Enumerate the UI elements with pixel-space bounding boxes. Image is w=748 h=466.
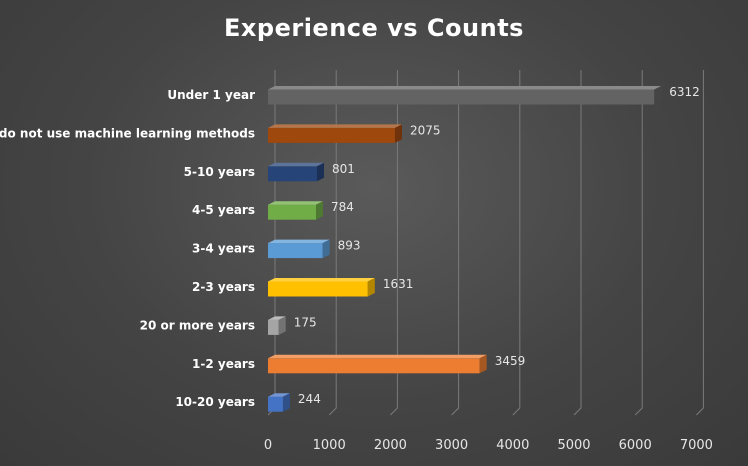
- bar-end-face: [282, 393, 290, 412]
- x-tick-label: 5000: [557, 438, 590, 453]
- bar: [268, 239, 330, 259]
- bar-top-face: [268, 278, 375, 282]
- chart-title: Experience vs Counts: [224, 14, 524, 42]
- data-label: 1631: [383, 277, 414, 291]
- x-tick-label: 6000: [619, 438, 652, 453]
- bar: [268, 86, 662, 105]
- data-label: 893: [338, 239, 361, 253]
- bar-layer: [268, 86, 662, 412]
- bar: [268, 354, 487, 374]
- category-label: 20 or more years: [140, 318, 255, 332]
- bar-front-face: [268, 319, 279, 335]
- bar-top-face: [268, 124, 402, 128]
- category-label: 10-20 years: [175, 395, 255, 409]
- bar: [268, 316, 286, 335]
- bar-end-face: [317, 162, 325, 182]
- data-label: 244: [298, 392, 321, 406]
- bar-top-face: [268, 86, 662, 90]
- bar-front-face: [268, 127, 395, 143]
- gridline: [696, 70, 704, 416]
- bar-top-face: [268, 316, 286, 320]
- bar-end-face: [394, 124, 402, 143]
- gridline: [634, 70, 643, 416]
- bar-front-face: [268, 166, 318, 182]
- data-label: 784: [331, 200, 354, 214]
- x-tick-label: 4000: [496, 438, 529, 453]
- bar-end-face: [479, 354, 487, 374]
- category-label: Under 1 year: [167, 88, 255, 102]
- bar: [268, 201, 323, 220]
- gridline: [328, 70, 337, 416]
- x-tick-label: 1000: [313, 438, 346, 453]
- gridline: [573, 70, 582, 416]
- bar: [268, 124, 402, 143]
- bar-end-face: [315, 201, 323, 220]
- bar-top-face: [268, 239, 330, 244]
- data-label: 6312: [669, 85, 700, 99]
- bar: [268, 278, 375, 297]
- category-label: 5-10 years: [184, 165, 255, 179]
- bar-top-face: [268, 393, 290, 397]
- category-label: 2-3 years: [192, 280, 255, 294]
- gridline: [451, 70, 460, 416]
- bar-top-face: [268, 201, 323, 205]
- bar-end-face: [367, 278, 375, 297]
- bar-front-face: [268, 204, 316, 220]
- data-label: 2075: [410, 123, 441, 137]
- bar-front-face: [268, 396, 283, 412]
- bar-top-face: [268, 162, 325, 167]
- bar: [268, 393, 290, 412]
- bar-front-face: [268, 89, 655, 105]
- bar: [268, 162, 325, 182]
- bar-top-face: [268, 354, 487, 359]
- x-tick-label: 0: [264, 438, 272, 453]
- x-tick-label: 7000: [680, 438, 713, 453]
- bar-end-face: [654, 86, 662, 105]
- gridline: [512, 70, 521, 416]
- category-label: 4-5 years: [192, 203, 255, 217]
- x-tick-label: 3000: [435, 438, 468, 453]
- bar-end-face: [322, 239, 330, 259]
- data-label: 175: [294, 315, 317, 329]
- data-label: 801: [332, 162, 355, 176]
- x-tick-label: 2000: [374, 438, 407, 453]
- bar-front-face: [268, 281, 368, 297]
- bar-end-face: [278, 316, 286, 335]
- category-label: 3-4 years: [192, 242, 255, 256]
- category-label: I do not use machine learning methods: [0, 126, 255, 140]
- label-layer: 0 1000 2000 3000 4000 5000 6000 7000 10-20 years…: [0, 85, 713, 453]
- grid-layer: [267, 70, 704, 416]
- gridline: [390, 70, 398, 416]
- data-label: 3459: [495, 354, 526, 368]
- category-label: 1-2 years: [192, 357, 255, 371]
- bar-front-face: [268, 358, 480, 374]
- bar-front-face: [268, 243, 323, 259]
